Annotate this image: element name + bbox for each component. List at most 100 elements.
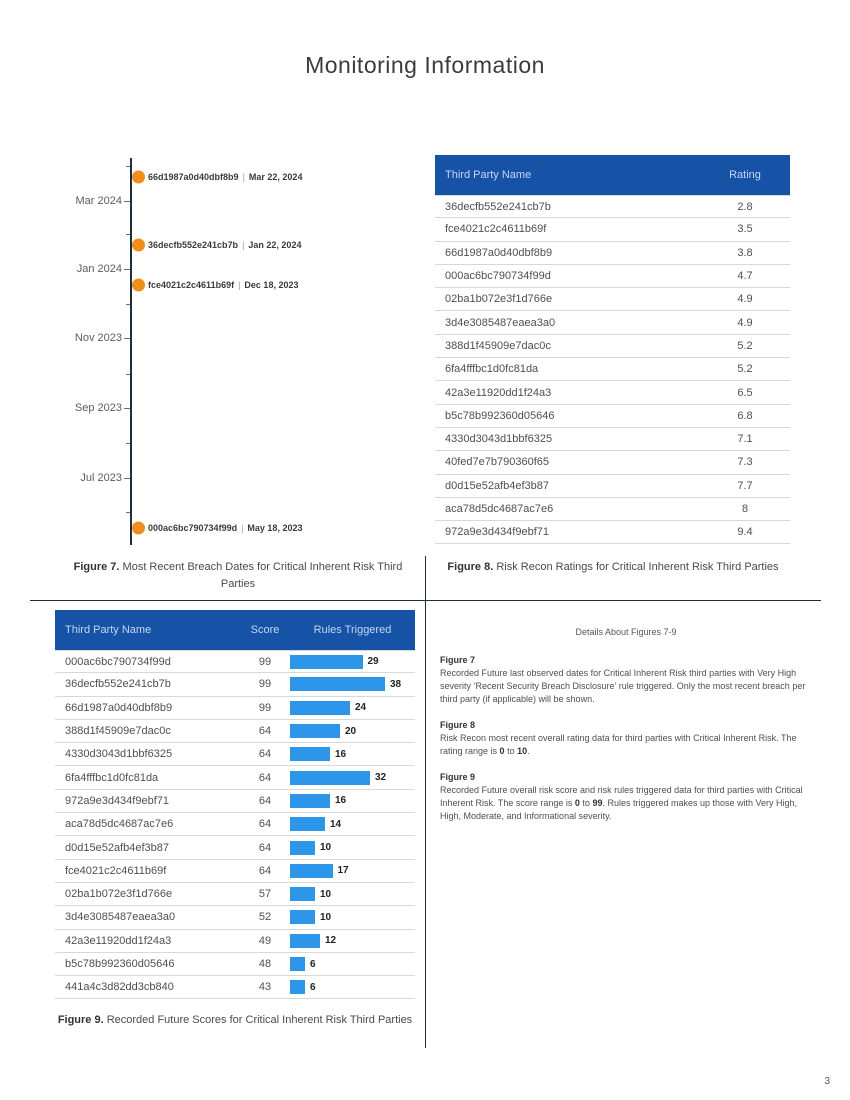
detail-text-segment: to	[504, 746, 518, 756]
breach-date: Mar 22, 2024	[248, 172, 303, 183]
third-party-name-cell: 02ba1b072e3f1d766e	[65, 888, 173, 901]
table-row: b5c78b992360d05646 6.8	[435, 405, 790, 428]
score-cell: 64	[258, 864, 272, 877]
rules-triggered-bar	[290, 863, 333, 878]
rules-bar-area: 29	[290, 654, 415, 669]
score-cell: 64	[258, 771, 272, 784]
rules-triggered-value: 24	[355, 702, 367, 714]
detail-text-segment: Risk Recon most recent overall rating da…	[440, 733, 797, 756]
table-body: 000ac6bc790734f99d 99 29 36decfb552e241cb7b…	[55, 650, 415, 1000]
detail-section-title: Figure 7	[440, 655, 476, 665]
details-sections: Figure 7 Recorded Future last observed da…	[440, 655, 812, 823]
third-party-name-cell: fce4021c2c4611b69f	[445, 223, 547, 236]
column-header-rating: Rating	[729, 169, 761, 181]
rules-triggered-bar	[290, 677, 385, 692]
table-row: 3d4e3085487eaea3a0 4.9	[435, 311, 790, 335]
rules-triggered-value: 29	[367, 656, 379, 668]
detail-text-segment: 10	[517, 746, 528, 756]
rating-cell: 3.8	[737, 246, 753, 259]
rules-triggered-bar	[290, 747, 330, 762]
rules-triggered-value: 14	[330, 818, 342, 830]
rating-cell: 8	[741, 503, 749, 515]
rules-triggered-value: 10	[320, 888, 332, 900]
third-party-name-cell: 4330d3043d1bbf6325	[65, 748, 173, 761]
rules-triggered-value: 17	[337, 865, 349, 877]
rules-bar-area: 16	[290, 747, 415, 762]
table-row: 4330d3043d1bbf6325 64 16	[55, 743, 415, 767]
column-header-score: Score	[250, 624, 280, 636]
third-party-name-cell: 4330d3043d1bbf6325	[445, 433, 553, 446]
figure9-scores-table: Third Party Name Score Rules Triggered 0…	[55, 610, 415, 1000]
score-cell: 52	[258, 911, 272, 924]
breach-date-marker	[132, 521, 145, 535]
rating-cell: 7.7	[737, 479, 753, 492]
rules-triggered-value: 6	[310, 958, 316, 970]
rating-cell: 4.7	[737, 270, 753, 283]
axis-tick-label: Mar 2024	[75, 195, 122, 208]
third-party-name-cell: 972a9e3d434f9ebf71	[65, 794, 169, 807]
detail-section-title: Figure 8	[440, 720, 476, 730]
table-row: 000ac6bc790734f99d 4.7	[435, 265, 790, 289]
table-row: 36decfb552e241cb7b 2.8	[435, 195, 790, 219]
score-cell: 64	[258, 748, 272, 761]
score-cell: 99	[258, 701, 272, 714]
third-party-name-cell: aca78d5dc4687ac7e6	[65, 818, 174, 831]
figure9-caption-label: Figure 9.	[57, 1014, 104, 1026]
detail-text-segment: to	[579, 798, 593, 808]
rules-bar-area: 16	[290, 793, 415, 808]
breach-date: Jan 22, 2024	[248, 240, 302, 251]
detail-text-segment: Recorded Future last observed dates for …	[440, 668, 806, 704]
detail-text-segment: 0	[574, 798, 580, 808]
breach-date-marker	[132, 238, 145, 252]
rating-cell: 6.8	[737, 409, 753, 422]
axis-tick-label: Sep 2023	[74, 401, 122, 414]
detail-text-segment: Recorded Future overall risk score and r…	[440, 785, 803, 808]
axis-tick	[124, 269, 130, 271]
axis-tick	[124, 478, 130, 480]
timeline-axis	[130, 158, 132, 545]
figure8-caption: Figure 8. Risk Recon Ratings for Critica…	[437, 559, 789, 576]
rules-bar-area: 20	[290, 724, 415, 739]
figure7-caption: Figure 7. Most Recent Breach Dates for C…	[62, 559, 414, 593]
axis-minor-tick	[126, 165, 130, 167]
details-heading: Details About Figures 7-9	[575, 627, 677, 637]
rules-triggered-value: 10	[320, 911, 332, 923]
column-header-rules-triggered: Rules Triggered	[313, 624, 392, 636]
rules-bar-area: 24	[290, 700, 415, 715]
axis-minor-tick	[126, 373, 130, 375]
rules-bar-area: 6	[290, 980, 415, 995]
table-row: 36decfb552e241cb7b 99 38	[55, 673, 415, 697]
figure8-caption-text: Risk Recon Ratings for Critical Inherent…	[493, 561, 779, 573]
third-party-name-cell: aca78d5dc4687ac7e6	[445, 503, 554, 515]
table-row: d0d15e52afb4ef3b87 7.7	[435, 475, 790, 498]
detail-text-segment: 99	[592, 798, 603, 808]
breach-date-label: fce4021c2c4611b69f | Dec 18, 2023	[148, 280, 298, 290]
breach-date-marker	[132, 278, 145, 292]
separator: |	[238, 280, 241, 291]
table-row: b5c78b992360d05646 48 6	[55, 953, 415, 977]
rules-triggered-value: 16	[335, 795, 347, 807]
page-number: 3	[824, 1076, 830, 1087]
third-party-name-cell: 6fa4fffbc1d0fc81da	[65, 771, 159, 784]
table-row: 388d1f45909e7dac0c 5.2	[435, 335, 790, 359]
third-party-name-cell: 36decfb552e241cb7b	[445, 200, 551, 213]
rating-cell: 3.5	[737, 223, 753, 236]
figure8-ratings-table: Third Party Name Rating 36decfb552e241cb…	[435, 155, 790, 545]
third-party-name-cell: 66d1987a0d40dbf8b9	[65, 701, 173, 714]
details-panel: Details About Figures 7-9 Figure 7 Record…	[440, 627, 812, 837]
third-party-name-cell: 441a4c3d82dd3cb840	[65, 981, 174, 994]
axis-tick	[124, 201, 130, 203]
table-row: 441a4c3d82dd3cb840 43 6	[55, 976, 415, 1000]
rules-triggered-value: 20	[345, 725, 357, 737]
table-row: 3d4e3085487eaea3a0 52 10	[55, 906, 415, 930]
third-party-name-cell: 42a3e11920dd1f24a3	[65, 934, 172, 947]
table-body: 36decfb552e241cb7b 2.8 fce4021c2c4611b69f 3…	[435, 195, 790, 545]
axis-tick-label: Jul 2023	[80, 472, 122, 485]
rules-bar-area: 10	[290, 910, 415, 925]
score-cell: 64	[258, 725, 272, 738]
figure7-timeline-chart: Mar 2024 Jan 2024 Nov 2023 Sep 2023 Jul 2023…	[60, 155, 425, 547]
rules-triggered-bar	[290, 840, 315, 855]
third-party-name-cell: 6fa4fffbc1d0fc81da	[445, 363, 539, 376]
rules-triggered-value: 32	[375, 772, 387, 784]
third-party-name-cell: 3d4e3085487eaea3a0	[445, 316, 556, 329]
